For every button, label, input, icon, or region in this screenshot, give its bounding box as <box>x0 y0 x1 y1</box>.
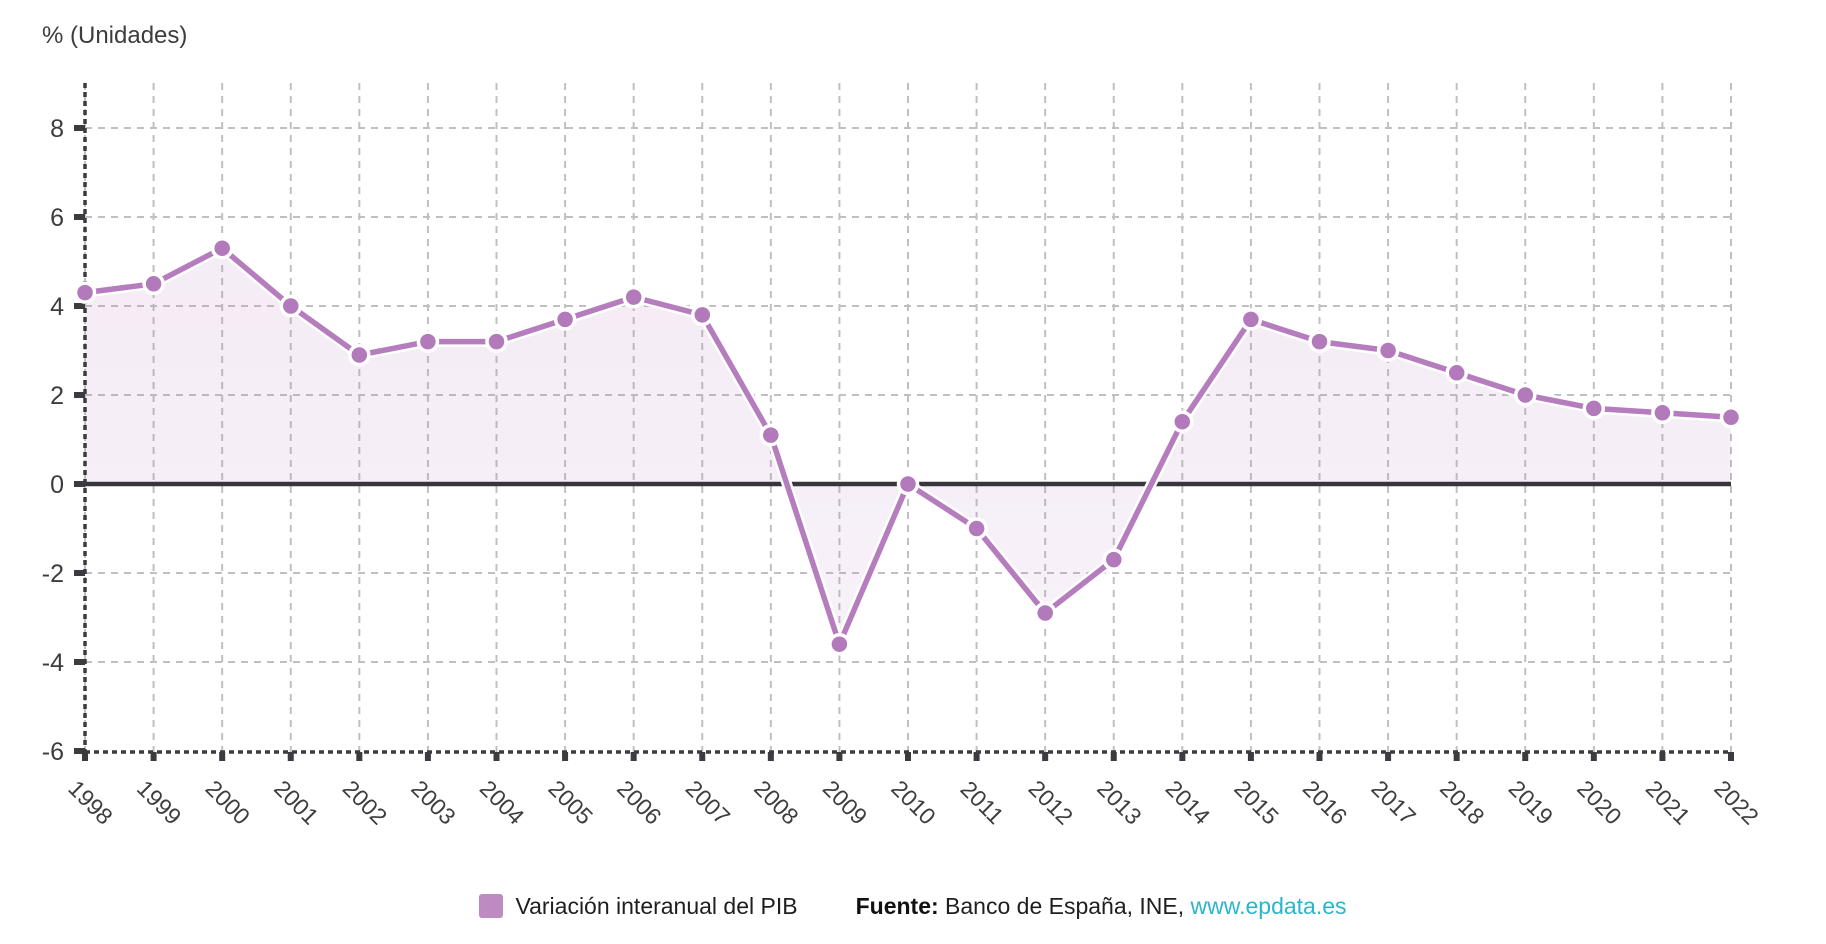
svg-text:-4: -4 <box>42 649 64 677</box>
axis-unit-title: % (Unidades) <box>42 22 188 49</box>
data-markers[interactable] <box>73 236 1743 656</box>
svg-text:2012: 2012 <box>1024 775 1079 830</box>
svg-text:6: 6 <box>50 204 64 232</box>
svg-text:2008: 2008 <box>749 775 804 830</box>
svg-text:2021: 2021 <box>1641 775 1696 830</box>
x-axis-labels: 1998 1999 2000 2001 2002 2003 2004 2005 2006 2007… <box>63 775 1764 830</box>
svg-text:2017: 2017 <box>1366 775 1421 830</box>
svg-text:2001: 2001 <box>269 775 324 830</box>
svg-text:2006: 2006 <box>612 775 667 830</box>
legend-swatch-icon <box>479 894 504 918</box>
svg-text:1998: 1998 <box>63 775 118 830</box>
svg-text:2019: 2019 <box>1504 775 1559 830</box>
svg-text:2013: 2013 <box>1092 775 1147 830</box>
svg-text:8: 8 <box>50 115 64 143</box>
source-label: Fuente: <box>855 892 939 919</box>
y-axis-labels: 8 6 4 2 0 -2 -4 -6 <box>42 115 64 766</box>
svg-text:-6: -6 <box>42 738 64 766</box>
svg-text:2014: 2014 <box>1161 775 1216 830</box>
svg-text:2004: 2004 <box>475 775 530 830</box>
svg-text:2: 2 <box>50 382 64 410</box>
svg-text:2000: 2000 <box>201 775 256 830</box>
svg-text:2015: 2015 <box>1229 775 1284 830</box>
svg-text:2007: 2007 <box>681 775 736 830</box>
svg-text:2010: 2010 <box>886 775 941 830</box>
svg-text:2011: 2011 <box>956 776 1009 829</box>
svg-text:4: 4 <box>50 293 64 321</box>
svg-text:2020: 2020 <box>1572 775 1627 830</box>
svg-text:2009: 2009 <box>818 775 873 830</box>
legend-item-pib[interactable]: Variación interanual del PIB <box>479 892 798 920</box>
svg-text:2005: 2005 <box>543 775 598 830</box>
source-attribution: Fuente: Banco de España, INE, www.epdata… <box>856 893 1347 920</box>
svg-text:2022: 2022 <box>1709 775 1764 830</box>
svg-text:2016: 2016 <box>1298 775 1353 830</box>
svg-text:2003: 2003 <box>406 775 461 830</box>
source-text: Banco de España, INE, <box>938 892 1191 919</box>
svg-text:2002: 2002 <box>338 775 393 830</box>
chart-legend: Variación interanual del PIB Fuente: Ban… <box>0 884 1826 928</box>
epdata-link[interactable]: www.epdata.es <box>1190 892 1347 919</box>
svg-text:-2: -2 <box>42 560 64 588</box>
svg-text:1999: 1999 <box>132 775 187 830</box>
svg-text:0: 0 <box>50 471 64 499</box>
legend-series-label: Variación interanual del PIB <box>515 892 798 919</box>
svg-text:2018: 2018 <box>1435 775 1490 830</box>
axis-tick-marks <box>74 125 1734 761</box>
